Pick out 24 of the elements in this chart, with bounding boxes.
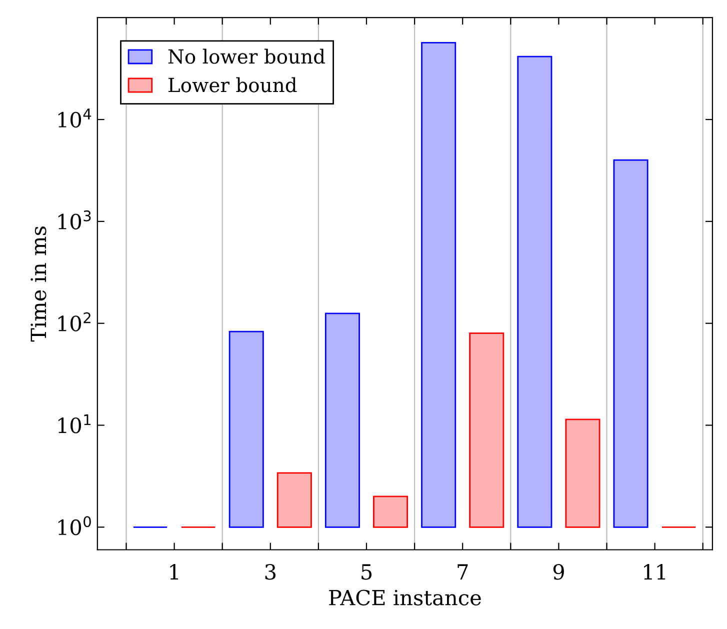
y-axis-title: Time in ms (30, 226, 46, 342)
bar (228, 330, 264, 528)
x-tick-label: 5 (362, 564, 372, 580)
legend-label: Lower bound (168, 77, 297, 92)
y-tick-label: 10$^{3}$ (58, 210, 91, 230)
y-tick-label: 10$^{0}$ (58, 516, 91, 536)
bar (613, 159, 648, 528)
x-axis-title: PACE instance (329, 590, 481, 606)
x-tick-label: 3 (265, 564, 276, 580)
y-tick-label: 10$^{1}$ (58, 414, 91, 434)
y-tick-label: 10$^{4}$ (58, 108, 92, 128)
bar (324, 312, 360, 528)
x-tick-label: 11 (644, 564, 666, 580)
bar (565, 418, 600, 528)
x-tick-label: 7 (458, 564, 468, 580)
x-tick-label: 9 (553, 564, 564, 580)
y-tick-label: 10$^{2}$ (58, 312, 90, 332)
bar (421, 42, 456, 528)
bar (276, 472, 312, 528)
bar (469, 332, 504, 528)
bar (517, 56, 552, 528)
x-tick-label: 1 (170, 564, 178, 580)
bar (373, 496, 408, 528)
legend-label: No lower bound (168, 48, 325, 64)
